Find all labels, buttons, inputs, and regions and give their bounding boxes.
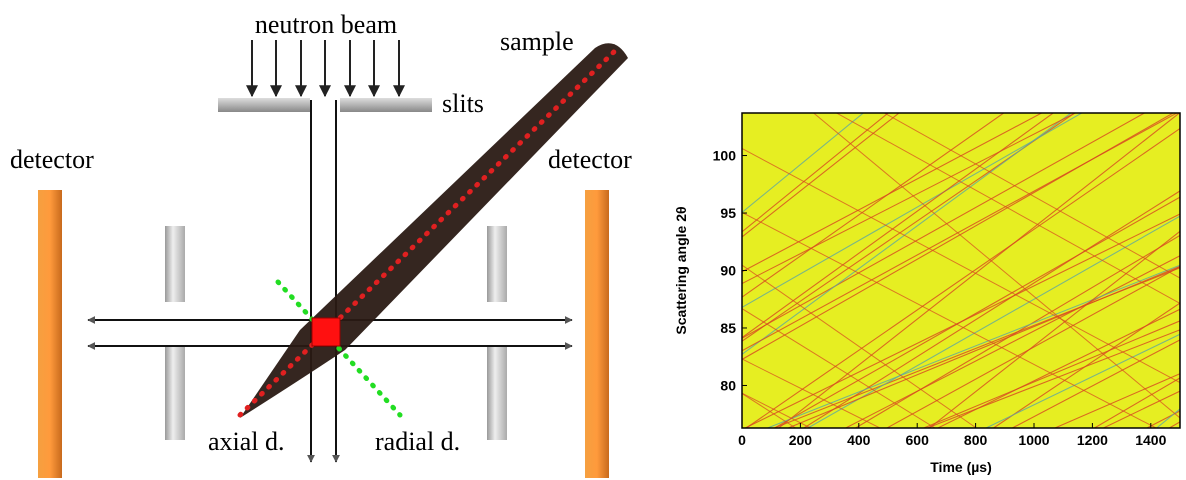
trace-line — [855, 234, 1180, 428]
x-tick-label: 600 — [906, 432, 930, 448]
trace-line — [774, 267, 1180, 428]
detector-bar — [585, 190, 609, 478]
y-tick-label: 85 — [720, 320, 736, 336]
x-axis-label: Time (µs) — [930, 459, 992, 475]
x-tick-label: 0 — [738, 432, 746, 448]
trace-line — [835, 113, 1180, 305]
y-tick-label: 90 — [720, 263, 736, 279]
trace-line — [883, 113, 1180, 279]
slits-label: slits — [442, 89, 484, 118]
sample-dots — [237, 43, 623, 418]
x-tick-label: 1200 — [1077, 432, 1108, 448]
trace-line — [886, 265, 1180, 428]
radial-dots — [275, 279, 403, 418]
collimator — [487, 346, 507, 440]
trace-line — [742, 113, 1055, 339]
detector-bar — [38, 190, 62, 478]
x-tick-label: 200 — [789, 432, 813, 448]
collimator — [487, 226, 507, 302]
trace-line — [926, 329, 1180, 428]
trace-line — [742, 113, 1083, 308]
trace-line — [812, 113, 1180, 419]
trace-line — [928, 230, 1180, 428]
y-tick-label: 100 — [713, 148, 737, 164]
trace-line — [985, 333, 1180, 428]
y-axis-label: Scattering angle 2θ — [673, 206, 689, 334]
trace-line — [767, 264, 1180, 428]
radial-label: radial d. — [375, 427, 460, 456]
trace-line — [742, 113, 1146, 339]
trace-line — [742, 308, 936, 428]
y-tick-label: 80 — [720, 377, 736, 393]
trace-line — [1012, 339, 1180, 428]
trace-line — [744, 213, 1180, 428]
trace-line — [787, 265, 1180, 428]
x-tick-label: 800 — [964, 432, 988, 448]
slit — [218, 98, 310, 112]
trace-line — [774, 196, 1180, 428]
trace-line — [742, 264, 977, 428]
trace-line — [803, 190, 1180, 428]
trace-line — [923, 320, 1180, 428]
trace-line — [742, 113, 1077, 285]
trace-line — [937, 308, 1180, 428]
slit — [340, 98, 432, 112]
plot-background — [742, 113, 1180, 428]
trace-line — [742, 113, 1179, 352]
beam-arrows — [246, 40, 405, 98]
detector-label: detector — [10, 145, 94, 174]
x-tick-label: 1000 — [1018, 432, 1049, 448]
axial-label: axial d. — [208, 427, 285, 456]
trace-line — [807, 215, 1180, 428]
diagram: neutron beam sample slits detector detec… — [10, 10, 632, 478]
beam-label: neutron beam — [255, 10, 397, 39]
trace-line — [742, 113, 1043, 273]
trace-line — [742, 147, 1180, 384]
detector-label: detector — [548, 145, 632, 174]
trace-line — [993, 302, 1180, 428]
trace-line — [742, 211, 1157, 428]
x-tick-label: 400 — [847, 432, 871, 448]
collimator — [165, 346, 185, 440]
gauge-volume — [311, 317, 341, 347]
trace-line — [845, 255, 1180, 428]
trace-line — [745, 127, 1180, 428]
y-tick-label: 95 — [720, 205, 736, 221]
x-tick-label: 1400 — [1135, 432, 1166, 448]
sample-label: sample — [500, 27, 574, 56]
collimator — [165, 226, 185, 302]
traces — [742, 113, 1180, 428]
trace-line — [742, 113, 1072, 355]
